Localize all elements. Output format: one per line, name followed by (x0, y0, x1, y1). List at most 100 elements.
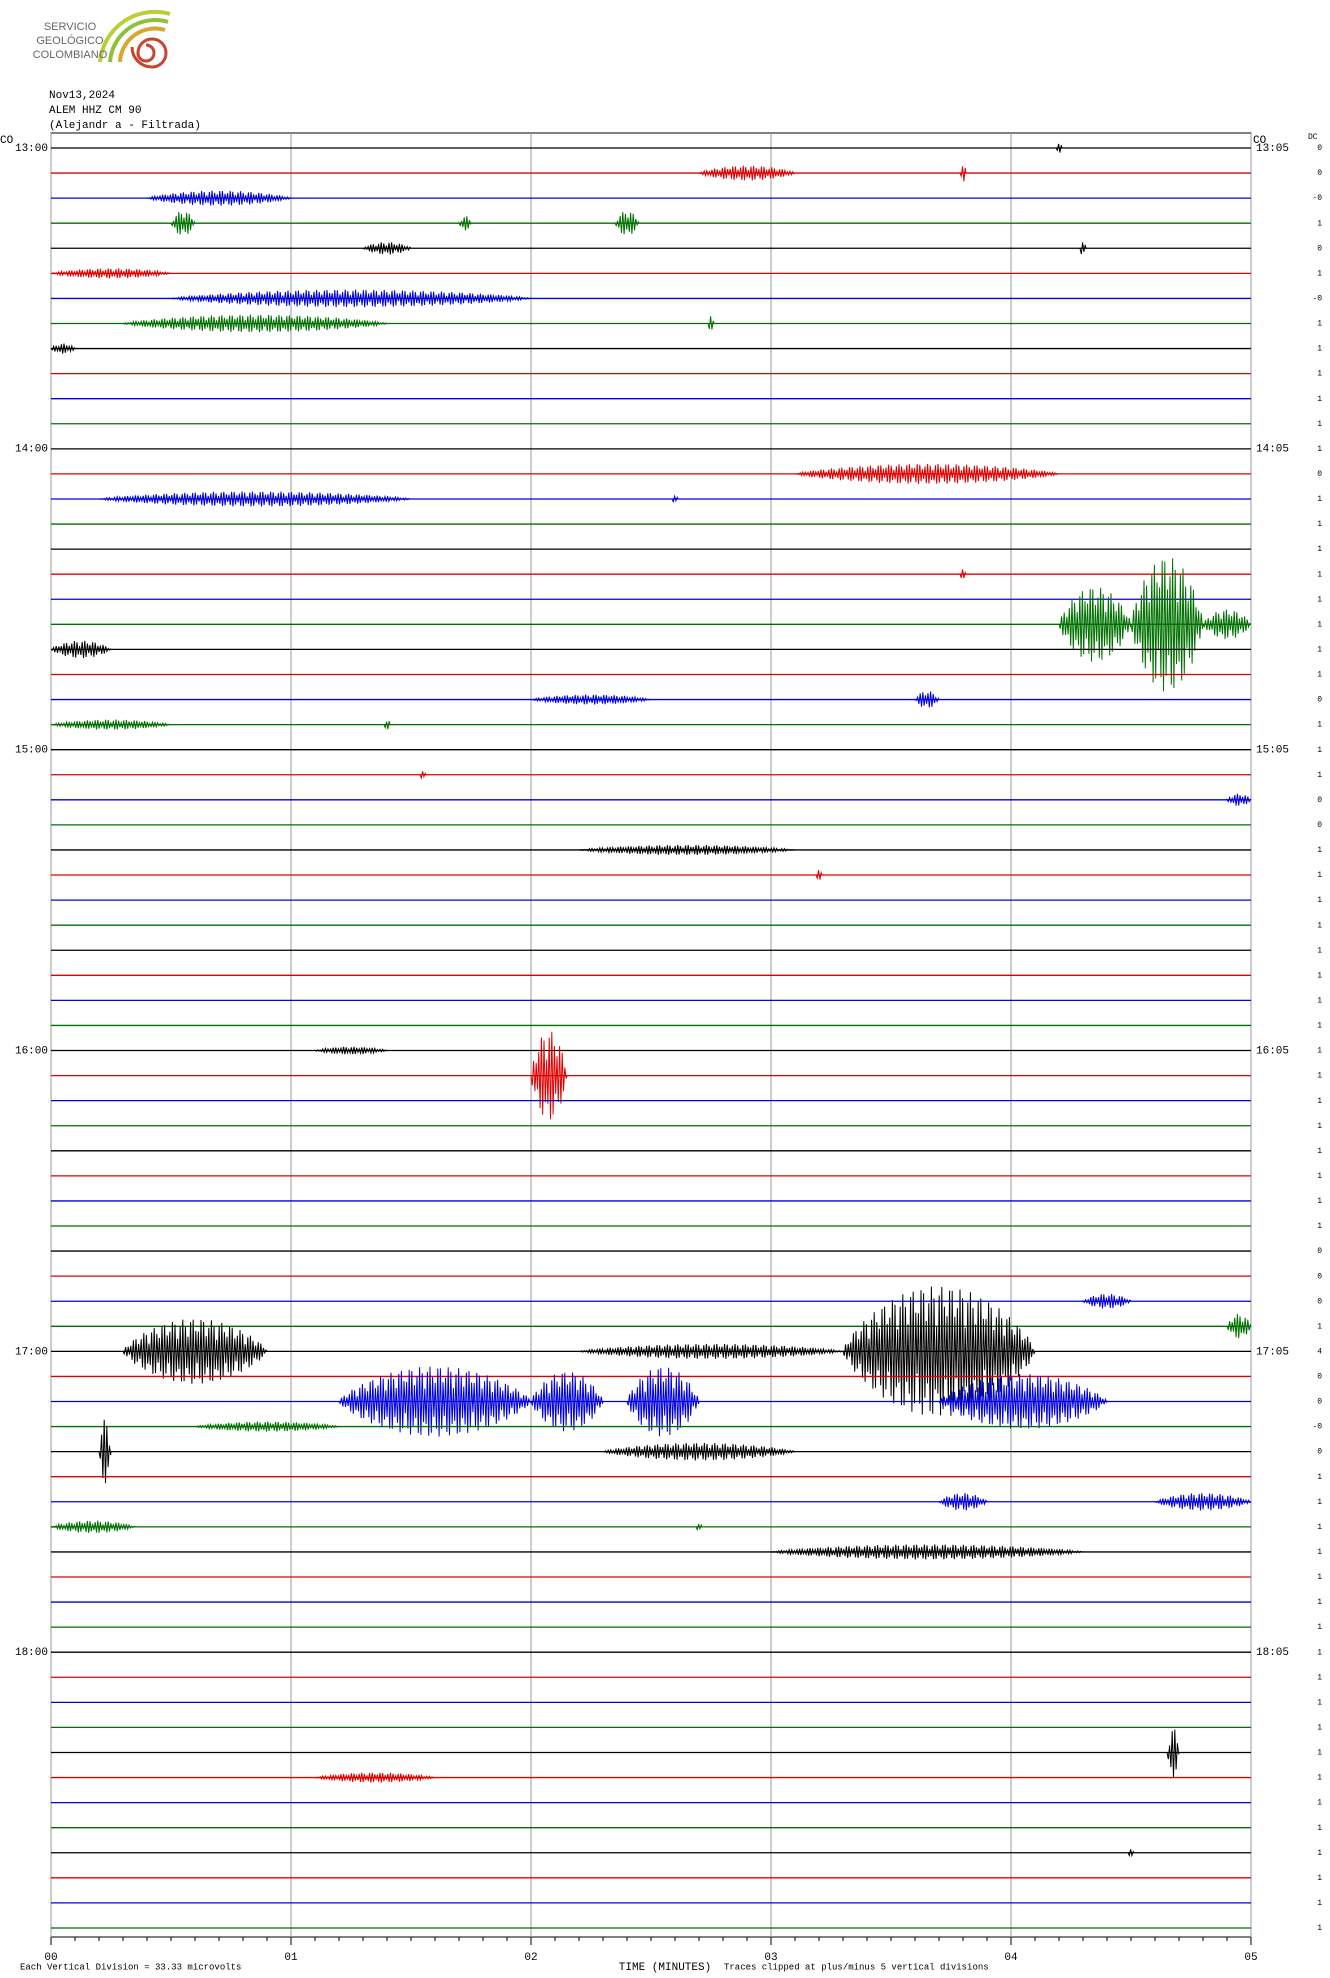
dc-offset: 1 (1317, 1222, 1322, 1231)
logo-text: COLOMBIANO (33, 49, 108, 61)
seismic-burst (1166, 1729, 1180, 1777)
dc-offset: 1 (1317, 219, 1322, 228)
dc-offset: 1 (1317, 646, 1322, 655)
dc-offset: 1 (1317, 1548, 1322, 1557)
dc-offset: 1 (1317, 846, 1322, 855)
dc-offset: 1 (1317, 1924, 1322, 1933)
seismic-burst (458, 216, 472, 231)
dc-offset: 1 (1317, 1473, 1322, 1482)
seismic-burst (314, 1772, 436, 1783)
logo: SERVICIO GEOLÓGICO COLOMBIANO (33, 9, 171, 69)
seismic-burst (695, 1523, 703, 1532)
clip-note: Traces clipped at plus/minus 5 vertical … (724, 1962, 989, 1972)
logo-arc (108, 18, 169, 63)
dc-offset: 1 (1317, 871, 1322, 880)
dc-offset: 1 (1317, 771, 1322, 780)
seismic-burst (602, 1442, 796, 1461)
dc-offset: 1 (1317, 570, 1322, 579)
seismic-burst (530, 694, 652, 705)
dc-offset: 1 (1317, 1322, 1322, 1331)
hour-label: 18:05 (1256, 1647, 1289, 1659)
dc-offset: 0 (1317, 1297, 1322, 1306)
seismic-burst (815, 870, 823, 881)
seismic-burst (383, 720, 391, 730)
dc-offset: 1 (1317, 1724, 1322, 1733)
dc-offset: 1 (1317, 1122, 1322, 1131)
seismic-burst (770, 1544, 1084, 1560)
dc-offset: 1 (1317, 1072, 1322, 1081)
seismic-burst (614, 211, 640, 235)
dc-offset: 0 (1317, 821, 1322, 830)
dc-offset: 0 (1317, 1373, 1322, 1382)
seismic-burst (338, 1366, 532, 1437)
x-tick-label: 01 (284, 1952, 298, 1964)
dc-offset: 1 (1317, 1698, 1322, 1707)
x-axis-title: TIME (MINUTES) (619, 1962, 711, 1974)
dc-offset: -0 (1312, 1423, 1322, 1432)
dc-offset: 0 (1317, 696, 1322, 705)
hour-label: 17:05 (1256, 1346, 1289, 1358)
dc-offset: 1 (1317, 1899, 1322, 1908)
dc-offset: 1 (1317, 269, 1322, 278)
hour-label: 15:05 (1256, 745, 1289, 757)
dc-offset: 0 (1317, 1247, 1322, 1256)
dc-offset: 4 (1317, 1347, 1322, 1356)
dc-offset: 1 (1317, 1648, 1322, 1657)
dc-offset: 1 (1317, 921, 1322, 930)
dc-offset: 1 (1317, 1047, 1322, 1056)
seismic-burst (1226, 793, 1252, 806)
dc-offset: 1 (1317, 1523, 1322, 1532)
seismic-burst (122, 1319, 268, 1384)
seismic-burst (626, 1367, 700, 1437)
dc-offset: 1 (1317, 1774, 1322, 1783)
dc-offset: 1 (1317, 320, 1322, 329)
seismic-burst (122, 314, 388, 333)
seismic-burst (314, 1046, 388, 1056)
seismic-burst (50, 343, 76, 354)
dc-offset: 0 (1317, 470, 1322, 479)
dc-offset: 1 (1317, 1749, 1322, 1758)
dc-offset: 1 (1317, 671, 1322, 680)
hour-label: 16:05 (1256, 1045, 1289, 1057)
seismic-burst (938, 1373, 1108, 1429)
seismic-burst (1055, 143, 1063, 153)
dc-offset: 1 (1317, 520, 1322, 529)
seismic-burst (50, 268, 172, 279)
dc-offset: 1 (1317, 1623, 1322, 1632)
dc-offset: 1 (1317, 545, 1322, 554)
x-tick-label: 00 (44, 1952, 57, 1964)
seismic-burst (98, 491, 412, 507)
seismic-burst (419, 771, 427, 780)
hour-label: 14:05 (1256, 444, 1289, 456)
logo-text: SERVICIO (44, 21, 97, 33)
dc-offset: 1 (1317, 1673, 1322, 1682)
hour-label: 14:00 (15, 444, 48, 456)
seismic-burst (170, 211, 196, 235)
dc-offset: 1 (1317, 721, 1322, 730)
logo-text: GEOLÓGICO (36, 34, 104, 47)
dc-offset: 1 (1317, 1573, 1322, 1582)
dc-offset: 1 (1317, 620, 1322, 629)
logo-spiral (130, 37, 168, 69)
network-label: CO (0, 135, 14, 147)
plot-frame (50, 132, 1252, 1938)
seismic-burst (1154, 1493, 1252, 1511)
seismic-burst (362, 242, 412, 255)
dc-offset: 1 (1317, 1799, 1322, 1808)
seismic-burst (938, 1493, 988, 1511)
seismic-burst (170, 289, 532, 308)
dc-offset: -0 (1312, 194, 1322, 203)
dc-offset: 1 (1317, 345, 1322, 354)
dc-offset: 0 (1317, 1448, 1322, 1457)
dc-offset: 1 (1317, 445, 1322, 454)
seismic-burst (1226, 1313, 1252, 1339)
dc-offset: 1 (1317, 1824, 1322, 1833)
seismic-burst (578, 1343, 844, 1359)
x-tick-label: 02 (524, 1952, 537, 1964)
seismic-burst (50, 719, 172, 730)
x-tick-label: 03 (764, 1952, 777, 1964)
dc-offset: 1 (1317, 896, 1322, 905)
dc-offset: 1 (1317, 1849, 1322, 1858)
dc-offset: 1 (1317, 595, 1322, 604)
dc-offset: 1 (1317, 1874, 1322, 1883)
